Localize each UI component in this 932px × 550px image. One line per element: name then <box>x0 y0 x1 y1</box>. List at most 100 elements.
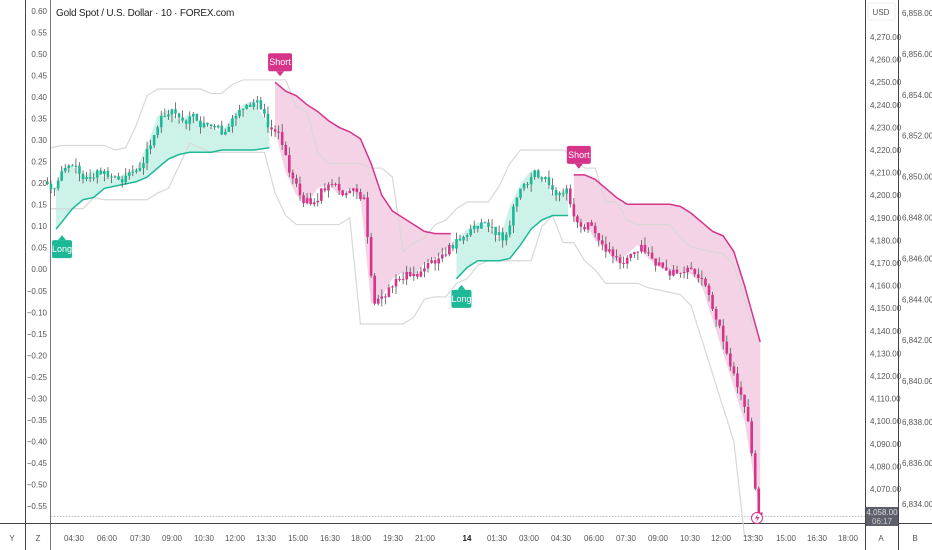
candle[interactable] <box>127 169 131 180</box>
candle[interactable] <box>152 134 156 149</box>
candle[interactable] <box>682 266 686 279</box>
candle[interactable] <box>455 232 458 254</box>
candle[interactable] <box>156 125 160 139</box>
left-axis-buttons[interactable]: Y Z A B <box>9 534 917 543</box>
candle[interactable] <box>504 232 508 246</box>
candle[interactable] <box>49 180 53 194</box>
candle[interactable] <box>583 223 586 232</box>
candle[interactable] <box>312 198 316 207</box>
candle[interactable] <box>117 172 120 181</box>
candle[interactable] <box>739 381 743 401</box>
candle[interactable] <box>472 220 476 233</box>
candle[interactable] <box>231 115 234 133</box>
candle[interactable] <box>618 254 622 270</box>
candle[interactable] <box>462 235 465 245</box>
candle[interactable] <box>277 125 280 140</box>
candle[interactable] <box>327 182 330 198</box>
candle[interactable] <box>647 247 650 257</box>
candle[interactable] <box>622 256 625 269</box>
candle[interactable] <box>640 239 643 254</box>
candle[interactable] <box>71 163 74 167</box>
candle[interactable] <box>704 276 707 287</box>
candle[interactable] <box>248 102 252 108</box>
candle[interactable] <box>593 222 597 238</box>
candle[interactable] <box>725 335 729 356</box>
candle[interactable] <box>330 179 334 188</box>
candle[interactable] <box>433 257 437 271</box>
candle[interactable] <box>416 271 419 280</box>
candle[interactable] <box>280 124 284 150</box>
candle[interactable] <box>295 174 298 188</box>
candle[interactable] <box>697 268 700 283</box>
time-axis[interactable]: 04:30 06:00 07:30 09:00 10:30 12:00 13:30 15:00… <box>64 534 859 543</box>
candle[interactable] <box>558 191 561 202</box>
candle[interactable] <box>46 177 49 185</box>
candle[interactable] <box>266 106 270 133</box>
candle[interactable] <box>110 173 113 184</box>
candle[interactable] <box>551 178 554 196</box>
candle[interactable] <box>284 141 288 156</box>
candle[interactable] <box>344 191 348 199</box>
candle[interactable] <box>394 274 398 295</box>
candle[interactable] <box>458 234 462 241</box>
candle[interactable] <box>384 293 387 305</box>
candle[interactable] <box>636 251 640 261</box>
candle[interactable] <box>387 284 391 298</box>
candle[interactable] <box>316 193 320 207</box>
candle[interactable] <box>184 119 188 130</box>
candle[interactable] <box>366 191 369 244</box>
candle[interactable] <box>53 187 56 197</box>
candle[interactable] <box>92 173 95 182</box>
candle[interactable] <box>529 172 533 192</box>
candle[interactable] <box>711 291 714 311</box>
long-signal-label[interactable]: Long <box>451 284 471 308</box>
candle[interactable] <box>522 182 526 192</box>
candle[interactable] <box>67 164 71 173</box>
candle[interactable] <box>679 272 682 278</box>
candle[interactable] <box>291 169 295 185</box>
candle[interactable] <box>188 111 192 131</box>
candle[interactable] <box>220 120 224 136</box>
auto-scale-button[interactable]: A <box>878 534 884 543</box>
candle[interactable] <box>508 220 512 238</box>
candle[interactable] <box>753 450 757 491</box>
candle[interactable] <box>497 225 501 242</box>
candle[interactable] <box>405 265 408 286</box>
candle[interactable] <box>746 399 750 423</box>
candle[interactable] <box>650 246 654 260</box>
candle[interactable] <box>600 234 604 251</box>
candle[interactable] <box>661 262 665 269</box>
candle[interactable] <box>124 168 128 185</box>
candle[interactable] <box>412 266 416 281</box>
candle[interactable] <box>554 187 558 202</box>
candle[interactable] <box>95 169 99 184</box>
candle[interactable] <box>608 242 611 254</box>
candle[interactable] <box>736 366 739 394</box>
candles-layer[interactable] <box>46 96 761 518</box>
candle[interactable] <box>483 221 487 224</box>
y-axis-button[interactable]: Y <box>9 534 15 543</box>
candle[interactable] <box>270 119 273 137</box>
candle[interactable] <box>341 189 344 197</box>
candle[interactable] <box>167 109 170 120</box>
candle[interactable] <box>223 128 227 136</box>
candle[interactable] <box>320 188 323 204</box>
candle[interactable] <box>259 96 263 110</box>
long-signal-label[interactable]: Long <box>52 235 72 259</box>
candle[interactable] <box>526 181 529 189</box>
candle[interactable] <box>120 176 124 188</box>
candle[interactable] <box>480 218 483 229</box>
candle[interactable] <box>547 170 551 189</box>
candle[interactable] <box>494 226 497 242</box>
candle[interactable] <box>426 258 430 273</box>
short-signal-label[interactable]: Short <box>268 53 293 77</box>
candle[interactable] <box>686 265 689 280</box>
candle[interactable] <box>255 96 259 110</box>
candle[interactable] <box>174 102 177 119</box>
candle[interactable] <box>565 184 569 201</box>
candle[interactable] <box>78 162 81 182</box>
candle[interactable] <box>106 167 110 179</box>
candle[interactable] <box>380 289 384 307</box>
candle[interactable] <box>430 257 433 264</box>
candle[interactable] <box>323 183 327 193</box>
